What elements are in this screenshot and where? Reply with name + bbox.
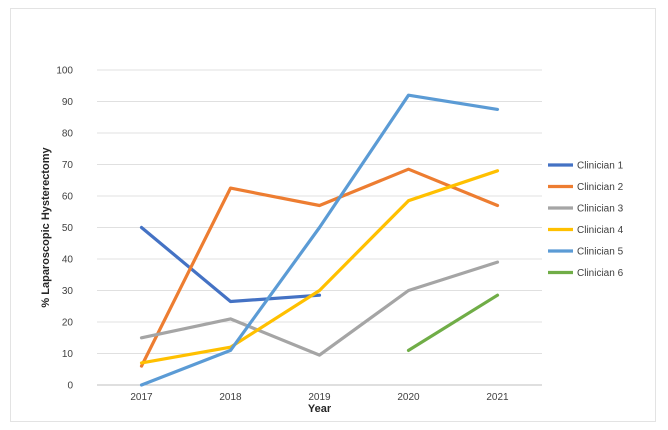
- y-tick-label: 20: [62, 318, 74, 329]
- series-line-6: [406, 293, 500, 352]
- series-line-4: [139, 169, 500, 365]
- y-axis-title: % Laparoscopic Hysterectomy: [40, 147, 52, 308]
- series-line-5: [139, 93, 500, 387]
- legend-label: Clinician 6: [577, 268, 624, 279]
- y-tick-label: 40: [62, 255, 74, 266]
- x-tick-label: 2019: [308, 392, 331, 403]
- legend-label: Clinician 4: [577, 225, 624, 236]
- y-tick-label: 50: [62, 223, 74, 234]
- series-line-2: [139, 167, 500, 368]
- y-tick-label: 0: [67, 381, 73, 392]
- legend-label: Clinician 3: [577, 204, 624, 215]
- legend-label: Clinician 1: [577, 161, 624, 172]
- x-axis-title: Year: [308, 403, 332, 415]
- x-tick-label: 2018: [219, 392, 242, 403]
- y-tick-label: 100: [56, 66, 73, 77]
- y-tick-label: 60: [62, 192, 74, 203]
- x-tick-label: 2020: [397, 392, 420, 403]
- y-tick-label: 10: [62, 349, 74, 360]
- legend-label: Clinician 5: [577, 247, 624, 258]
- y-tick-label: 80: [62, 129, 74, 140]
- series-line-3: [139, 260, 500, 357]
- y-tick-label: 30: [62, 286, 74, 297]
- legend-label: Clinician 2: [577, 182, 624, 193]
- series-line-1: [139, 225, 322, 304]
- y-tick-label: 90: [62, 97, 74, 108]
- x-tick-label: 2017: [130, 392, 153, 403]
- x-tick-label: 2021: [486, 392, 509, 403]
- y-tick-label: 70: [62, 160, 74, 171]
